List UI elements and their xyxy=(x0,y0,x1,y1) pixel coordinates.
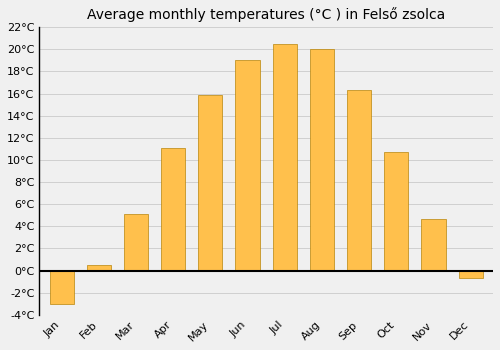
Bar xyxy=(161,148,186,271)
Bar xyxy=(50,271,74,304)
Bar xyxy=(236,60,260,271)
Bar xyxy=(272,44,297,271)
Title: Average monthly temperatures (°C ) in Felső zsolca: Average monthly temperatures (°C ) in Fe… xyxy=(87,7,446,22)
Bar xyxy=(347,90,371,271)
Bar xyxy=(458,271,483,278)
Bar xyxy=(124,214,148,271)
Bar xyxy=(422,218,446,271)
Bar xyxy=(198,94,222,271)
Bar xyxy=(384,152,408,271)
Bar xyxy=(86,265,111,271)
Bar xyxy=(310,49,334,271)
